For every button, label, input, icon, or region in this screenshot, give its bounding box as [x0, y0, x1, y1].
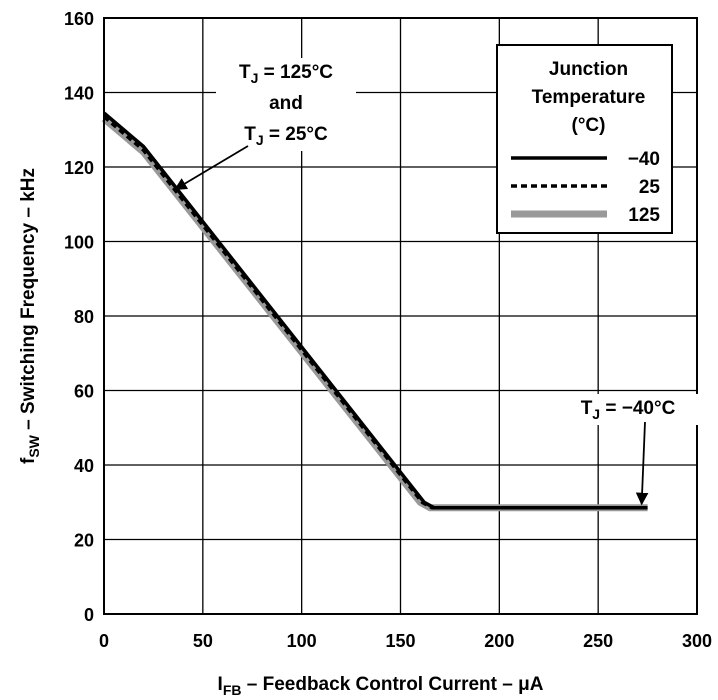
- y-tick-label: 120: [64, 158, 94, 178]
- tick-labels: 0 50 100 150 200 250 300 0 20 40 60 80 100 120 140 160: [64, 9, 712, 651]
- annotation-arrow: [635, 421, 649, 506]
- x-tick-label: 150: [385, 631, 415, 651]
- x-tick-label: 50: [193, 631, 213, 651]
- x-tick-label: 200: [484, 631, 514, 651]
- annotation-bg: [216, 89, 356, 120]
- annotation-text: and: [269, 93, 303, 114]
- annotation-arrow: [174, 145, 249, 191]
- annotation-bg: [216, 120, 356, 151]
- x-tick-label: 300: [682, 631, 712, 651]
- annotation-bg: [558, 394, 698, 425]
- y-axis-title: fSW – Switching Frequency – kHz: [18, 168, 42, 464]
- x-axis-title: IFB – Feedback Control Current – μA: [218, 674, 544, 698]
- axis-titles: IFB – Feedback Control Current – μA fSW –…: [18, 168, 544, 698]
- annotation: TJ = −40°C: [558, 394, 698, 506]
- y-tick-label: 80: [74, 307, 94, 327]
- legend-title: Temperature: [532, 87, 646, 108]
- plot-frame: [103, 17, 698, 615]
- annotation-bg: [216, 58, 356, 89]
- y-tick-label: 140: [64, 84, 94, 104]
- y-tick-label: 0: [84, 605, 94, 625]
- annotation-text: TJ = −40°C: [581, 398, 676, 422]
- y-tick-label: 160: [64, 9, 94, 29]
- legend-label: −40: [628, 149, 660, 170]
- legend-label: 125: [628, 205, 660, 226]
- x-tick-label: 0: [99, 631, 109, 651]
- legend-title: Junction: [549, 59, 628, 80]
- y-tick-label: 60: [74, 382, 94, 402]
- annotation-text: TJ = 125°C: [239, 62, 333, 86]
- legend-box: [496, 44, 673, 234]
- series-line: [102, 111, 648, 510]
- series-lines: [101, 111, 648, 512]
- y-tick-label: 100: [64, 233, 94, 253]
- annotations: TJ = 125°C and TJ = 25°C TJ = −40°C: [174, 58, 698, 506]
- annotation-text: TJ = 25°C: [244, 124, 328, 148]
- legend-title: (°C): [572, 115, 606, 136]
- y-tick-label: 40: [74, 456, 94, 476]
- legend-label: 25: [639, 177, 661, 198]
- legend: Junction Temperature (°C) −40 25 125: [496, 44, 673, 234]
- y-tick-label: 20: [74, 531, 94, 551]
- x-tick-label: 250: [583, 631, 613, 651]
- annotation: TJ = 125°C and TJ = 25°C: [174, 58, 356, 191]
- x-tick-label: 100: [287, 631, 317, 651]
